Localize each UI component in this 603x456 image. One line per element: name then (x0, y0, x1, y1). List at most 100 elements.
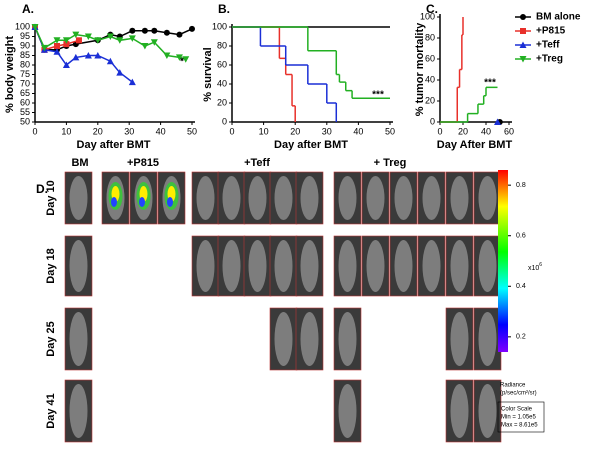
mouse-body (222, 176, 241, 220)
marker (62, 61, 70, 68)
radiance-label: Radiance (500, 383, 526, 389)
y-tick-label: 90 (20, 40, 30, 50)
marker (176, 31, 183, 38)
panel-label: B. (218, 2, 230, 16)
marker (72, 53, 80, 61)
mouse-body (69, 176, 88, 220)
marker (53, 43, 60, 49)
x-axis-label: Day after BMT (77, 139, 151, 151)
marker (84, 33, 92, 40)
y-tick-label: 0 (430, 116, 435, 126)
mouse-body (422, 240, 441, 292)
mouse-body (69, 384, 88, 438)
y-tick-label: 60 (20, 97, 30, 107)
legend-marker (520, 28, 526, 34)
mouse-body (338, 240, 357, 292)
column-header: +Teff (244, 157, 270, 169)
x-tick-label: 0 (437, 126, 442, 136)
marker (128, 78, 136, 86)
mouse-body (300, 176, 319, 220)
marker (189, 25, 195, 32)
column-header: + Treg (374, 157, 407, 169)
mouse-body (300, 240, 319, 292)
colorbar-tick-label: 0.2 (516, 334, 526, 341)
y-tick-label: 85 (20, 50, 30, 60)
y-tick-label: 65 (20, 88, 30, 98)
y-tick-label: 95 (20, 31, 30, 41)
marker (116, 37, 124, 44)
colorbar-tick-label: 0.4 (516, 283, 526, 290)
series-line (34, 26, 133, 83)
x-tick-label: 40 (353, 126, 363, 136)
y-tick-label: 20 (217, 97, 227, 107)
legend-marker (519, 41, 527, 48)
marker (75, 37, 82, 44)
panel-label: C. (426, 2, 438, 16)
marker (106, 57, 114, 65)
y-tick-label: 50 (20, 116, 30, 126)
x-tick-label: 50 (385, 126, 395, 136)
x-tick-label: 40 (481, 126, 491, 136)
y-tick-label: 100 (420, 11, 435, 21)
x-tick-label: 40 (156, 126, 166, 136)
mouse-body (478, 176, 497, 220)
marker (94, 37, 102, 44)
colorbar (498, 170, 508, 352)
mouse-body (338, 384, 357, 438)
scale-box-text: Color Scale (501, 407, 533, 413)
mouse-body (366, 176, 385, 220)
marker (141, 43, 149, 50)
y-tick-label: 55 (20, 107, 30, 117)
y-tick-label: 0 (222, 116, 227, 126)
y-tick-label: 80 (217, 40, 227, 50)
y-tick-label: 20 (425, 95, 435, 105)
panel-label: A. (22, 2, 34, 16)
mouse-body (338, 312, 357, 366)
legend-marker (520, 14, 526, 20)
mouse-body (338, 176, 357, 220)
marker (150, 39, 158, 46)
mouse-body (248, 176, 267, 220)
marker (72, 31, 80, 39)
annotation: * (180, 57, 184, 68)
y-tick-label: 60 (217, 59, 227, 69)
row-label: Day 25 (45, 321, 57, 356)
mouse-body (478, 240, 497, 292)
mouse-body (450, 240, 469, 292)
mouse-body (196, 176, 215, 220)
marker (40, 44, 48, 52)
y-tick-label: 40 (425, 74, 435, 84)
mouse-body (69, 312, 88, 366)
y-axis-label: % tumor mortality (414, 22, 426, 116)
marker (94, 52, 102, 59)
radiance-unit: (p/sec/cm²/sr) (500, 391, 537, 397)
marker (53, 37, 61, 44)
unit-exp: 6 (539, 262, 542, 268)
x-tick-label: 30 (322, 126, 332, 136)
mouse-body (422, 176, 441, 220)
x-tick-label: 10 (259, 126, 269, 136)
row-label: Day 41 (45, 393, 57, 428)
x-tick-label: 0 (229, 126, 234, 136)
marker (129, 27, 136, 34)
scale-box-text: Min = 1.05e5 (501, 415, 537, 421)
mouse-body (478, 384, 497, 438)
y-axis-label: % body weight (4, 36, 16, 113)
colorbar-tick-label: 0.6 (516, 233, 526, 240)
marker (53, 48, 61, 55)
marker (63, 41, 70, 48)
mouse-body (450, 176, 469, 220)
marker (106, 33, 114, 40)
legend-label: +Treg (536, 54, 563, 65)
marker (84, 52, 92, 59)
x-tick-label: 10 (61, 126, 71, 136)
marker (494, 118, 501, 125)
x-tick-label: 0 (32, 126, 37, 136)
marker (151, 27, 158, 34)
y-tick-label: 100 (15, 21, 30, 31)
marker (62, 37, 70, 44)
mouse-body (478, 312, 497, 366)
mouse-body (274, 312, 293, 366)
mouse-body (366, 240, 385, 292)
signal (139, 197, 145, 207)
